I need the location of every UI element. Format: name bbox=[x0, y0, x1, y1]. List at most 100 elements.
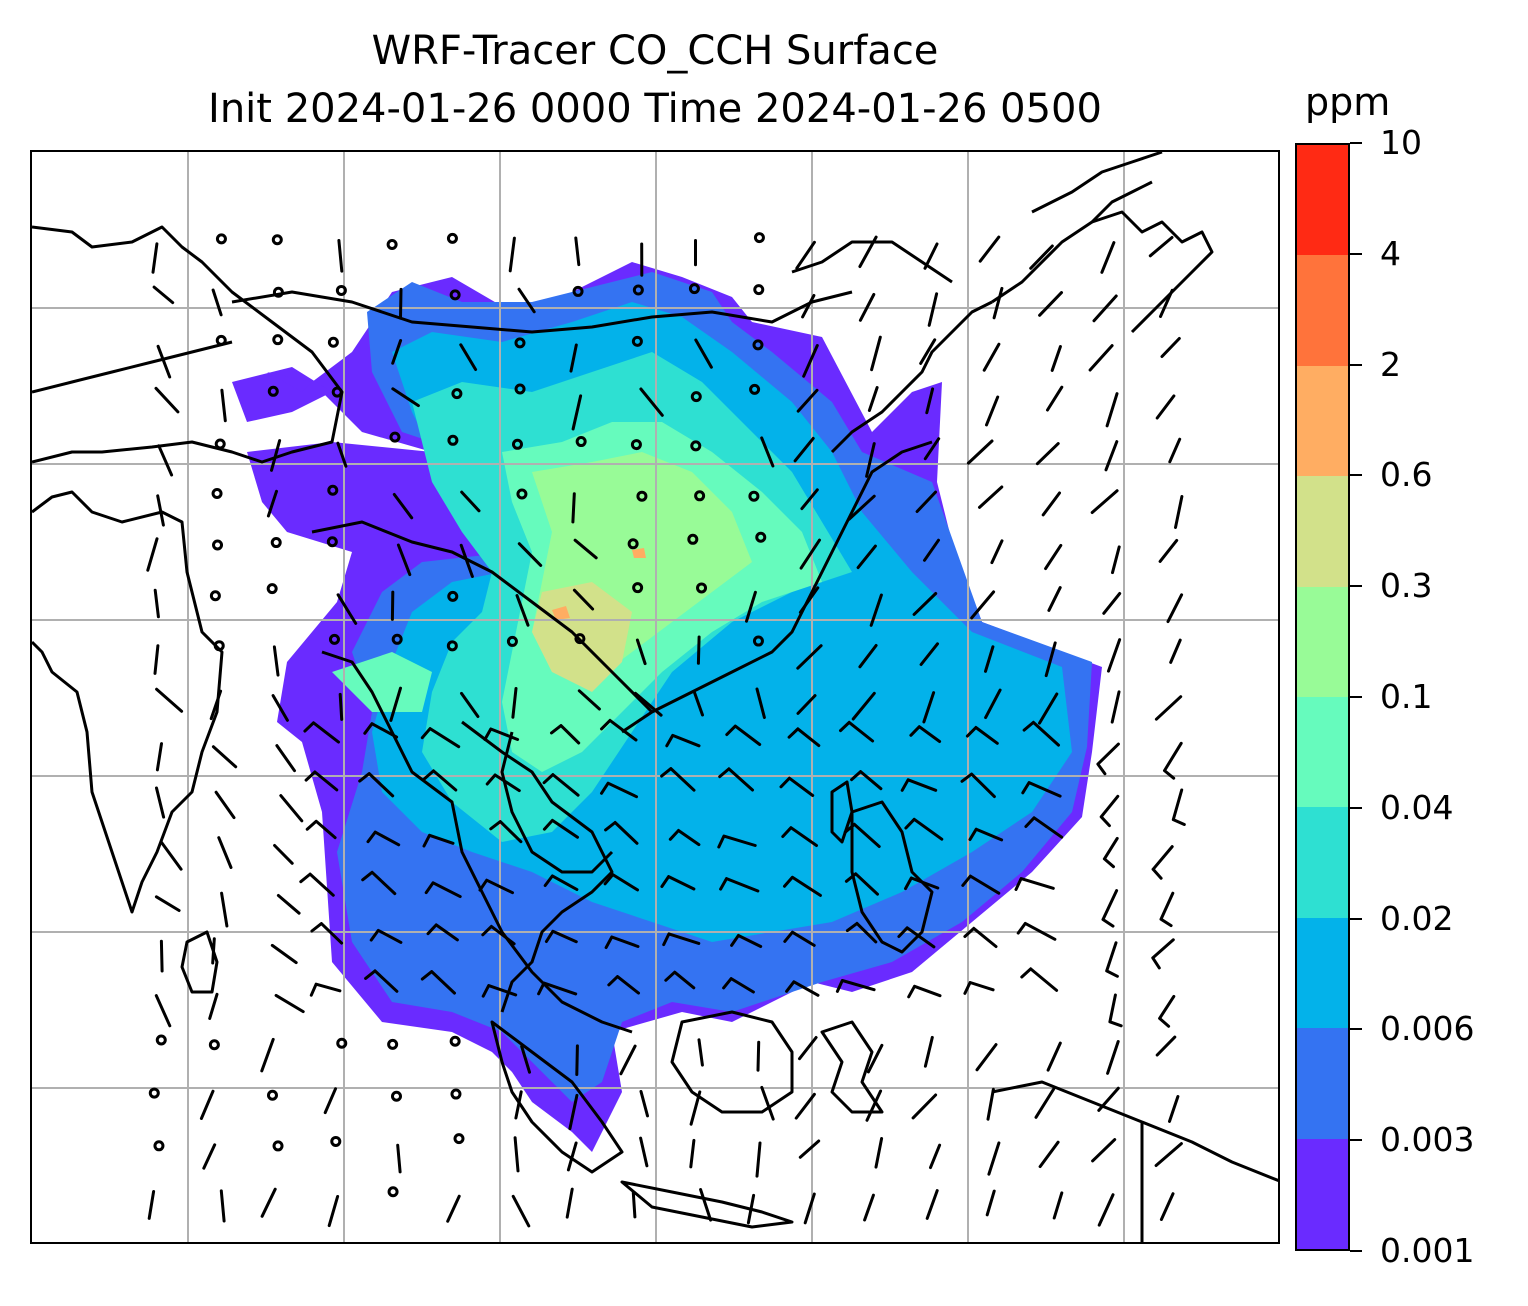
wind-barb bbox=[858, 644, 878, 669]
wind-barb bbox=[639, 1090, 649, 1118]
wind-barb bbox=[459, 343, 478, 371]
calm-wind-marker bbox=[690, 391, 702, 403]
wind-barb bbox=[984, 645, 995, 673]
wind-barb bbox=[970, 590, 996, 620]
wind-barb bbox=[155, 786, 166, 819]
wind-barb bbox=[270, 943, 298, 965]
calm-wind-marker bbox=[446, 640, 458, 652]
calm-wind-marker bbox=[335, 284, 347, 296]
wind-barb bbox=[260, 1037, 275, 1073]
wind-barb bbox=[965, 726, 999, 745]
wind-barb bbox=[844, 872, 879, 896]
wind-barb bbox=[755, 687, 766, 719]
wind-barb bbox=[639, 387, 664, 417]
wind-barb bbox=[909, 725, 942, 743]
wind-barb bbox=[273, 844, 294, 865]
calm-wind-marker bbox=[328, 633, 340, 645]
colorbar-tick-label: 0.6 bbox=[1380, 455, 1433, 495]
wind-barb bbox=[1092, 294, 1118, 323]
wind-barb bbox=[870, 335, 882, 372]
wind-barb bbox=[1155, 1035, 1177, 1057]
wind-barb bbox=[796, 694, 817, 715]
calm-wind-marker bbox=[331, 386, 343, 398]
calm-wind-marker bbox=[208, 1039, 220, 1051]
map-canvas bbox=[32, 152, 1278, 1242]
wind-barb bbox=[299, 872, 335, 897]
wind-barb bbox=[725, 724, 762, 746]
wind-barb bbox=[1158, 994, 1176, 1028]
colorbar-segment bbox=[1297, 255, 1348, 366]
wind-barb bbox=[514, 1090, 523, 1120]
wind-barb bbox=[664, 970, 696, 990]
wind-barb bbox=[798, 586, 820, 614]
wind-barb bbox=[517, 542, 543, 567]
wind-barb bbox=[923, 242, 939, 270]
coastline-philippines bbox=[850, 800, 934, 954]
wind-barb bbox=[794, 1092, 816, 1120]
wind-barb bbox=[858, 235, 878, 268]
field-outer-west bbox=[267, 372, 312, 392]
border-central-asia bbox=[32, 340, 233, 394]
colorbar-segment bbox=[1297, 365, 1348, 477]
wind-barb bbox=[159, 939, 164, 973]
colorbar-segment bbox=[1297, 144, 1348, 256]
coastline-russia bbox=[1031, 152, 1163, 214]
wind-barb bbox=[689, 1138, 696, 1169]
wind-barb bbox=[478, 878, 514, 895]
wind-barb bbox=[274, 993, 305, 1014]
wind-barb bbox=[520, 1044, 531, 1074]
wind-barb bbox=[607, 975, 640, 995]
coastline-sulawesi bbox=[820, 1020, 884, 1114]
map-title: WRF-Tracer CO_CCH Surface bbox=[371, 28, 939, 74]
calm-wind-marker bbox=[330, 1135, 342, 1147]
wind-barb bbox=[1041, 491, 1061, 517]
wind-barb bbox=[760, 436, 775, 468]
wind-barb bbox=[660, 875, 696, 891]
wind-barb bbox=[1107, 638, 1122, 673]
wind-barb bbox=[911, 1093, 938, 1120]
wind-barb bbox=[925, 1189, 939, 1220]
colorbar-segment bbox=[1297, 586, 1348, 697]
wind-barb bbox=[1174, 495, 1184, 529]
wind-barb bbox=[1159, 891, 1175, 928]
wind-barb bbox=[1158, 538, 1179, 563]
calm-wind-marker bbox=[447, 590, 459, 602]
wind-barbs bbox=[146, 232, 1186, 1228]
wind-barb bbox=[603, 873, 639, 892]
wind-barb bbox=[1160, 337, 1181, 358]
wind-barb bbox=[1090, 489, 1119, 514]
wind-barb bbox=[1034, 1087, 1056, 1119]
coastline-java bbox=[620, 1180, 794, 1229]
wind-barb bbox=[389, 686, 402, 722]
wind-barb bbox=[718, 767, 754, 792]
wind-barb bbox=[272, 645, 280, 677]
coastline-india-west bbox=[32, 490, 224, 914]
wind-barb bbox=[730, 934, 763, 948]
calm-wind-marker bbox=[266, 1089, 278, 1101]
wind-barb bbox=[1050, 345, 1062, 372]
wind-barb bbox=[746, 1193, 756, 1225]
wind-barb bbox=[1038, 692, 1059, 725]
wind-barb bbox=[1096, 742, 1120, 776]
map-subtitle: Init 2024-01-26 0000 Time 2024-01-26 050… bbox=[208, 86, 1102, 132]
wind-barb bbox=[209, 689, 223, 721]
wind-barb bbox=[1038, 1140, 1060, 1169]
wind-barb bbox=[639, 1136, 649, 1168]
wind-barb bbox=[364, 969, 399, 993]
calm-wind-marker bbox=[215, 334, 227, 346]
wind-barb bbox=[631, 1191, 637, 1219]
calm-wind-marker bbox=[687, 533, 699, 545]
colorbar-tick-label: 0.001 bbox=[1380, 1231, 1475, 1270]
wind-barb bbox=[600, 781, 638, 799]
wind-barb bbox=[571, 394, 583, 431]
coastline-bay-east bbox=[321, 650, 633, 1034]
wind-barb bbox=[745, 590, 757, 623]
calm-wind-marker bbox=[514, 383, 526, 395]
colorbar-tick bbox=[1350, 142, 1362, 144]
wind-barb bbox=[699, 1188, 713, 1222]
wind-barb bbox=[568, 1093, 579, 1131]
wind-barb bbox=[800, 488, 819, 511]
calm-wind-marker bbox=[387, 1186, 399, 1198]
wind-barb bbox=[565, 1187, 574, 1219]
wind-barb bbox=[542, 773, 580, 797]
